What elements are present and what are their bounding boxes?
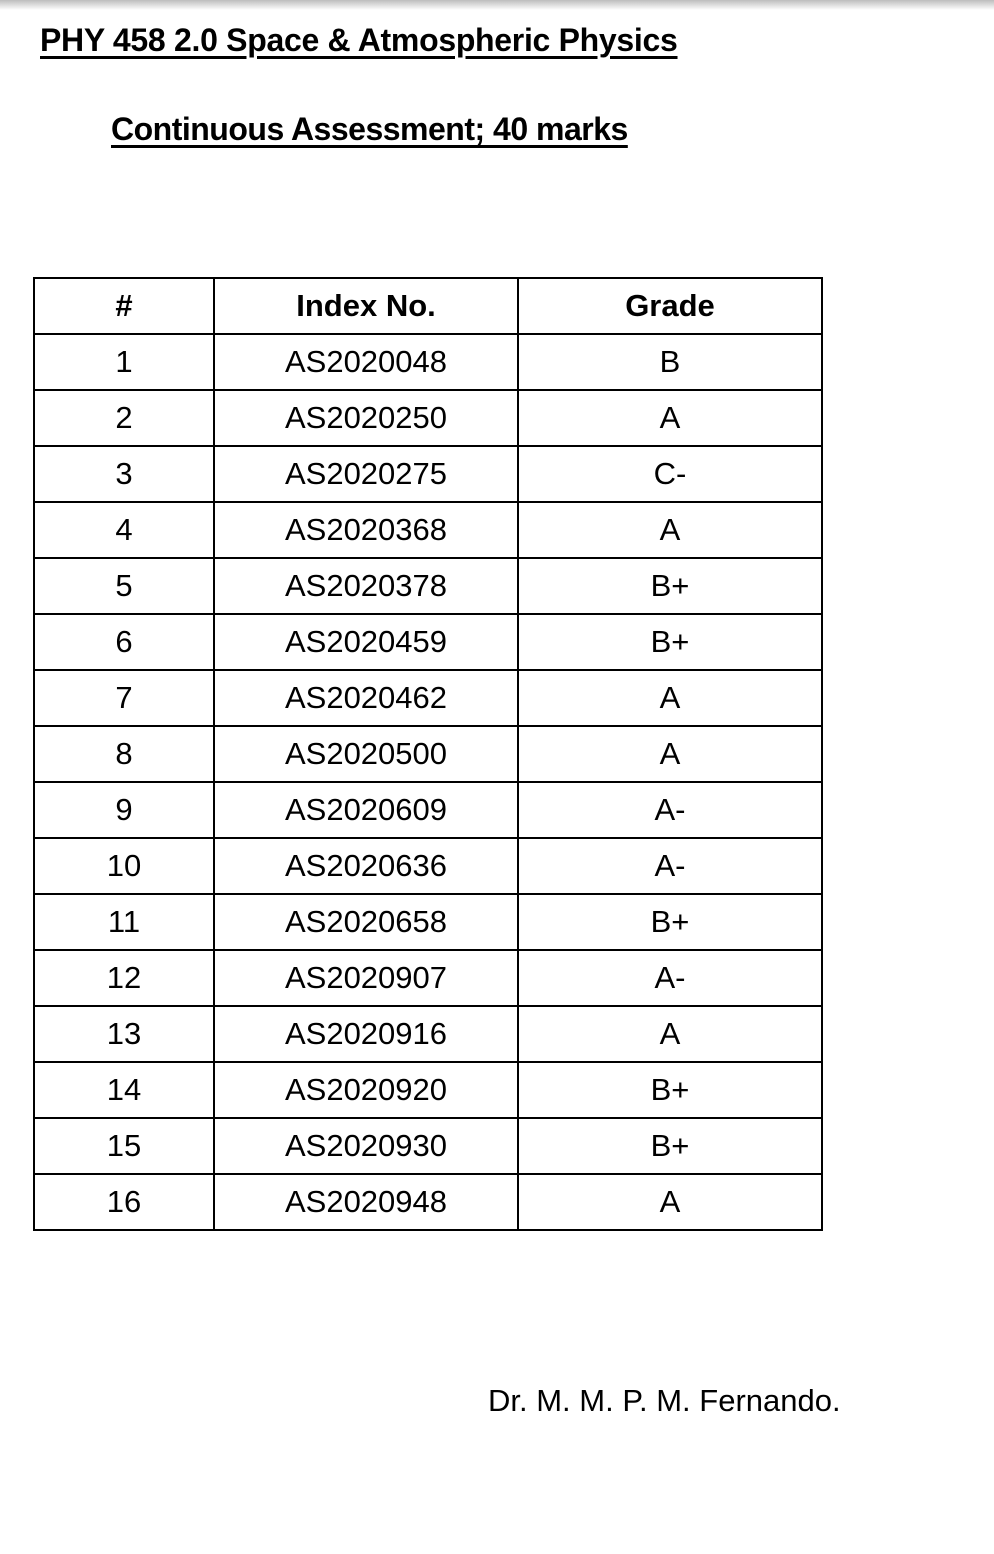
row-number: 6 [33, 613, 215, 671]
row-number: 1 [33, 333, 215, 391]
header-grade: Grade [517, 277, 823, 335]
index-no: AS2020275 [213, 445, 519, 503]
grade: A- [517, 837, 823, 895]
row-number: 2 [33, 389, 215, 447]
row-number: 13 [33, 1005, 215, 1063]
table-header-row: # Index No. Grade [33, 277, 823, 335]
index-no: AS2020368 [213, 501, 519, 559]
table-row: 1 AS2020048 B [33, 333, 823, 391]
table-row: 12 AS2020907 A- [33, 949, 823, 1007]
index-no: AS2020636 [213, 837, 519, 895]
table-row: 3 AS2020275 C- [33, 445, 823, 503]
row-number: 11 [33, 893, 215, 951]
row-number: 12 [33, 949, 215, 1007]
index-no: AS2020930 [213, 1117, 519, 1175]
table-row: 16 AS2020948 A [33, 1173, 823, 1231]
table-row: 4 AS2020368 A [33, 501, 823, 559]
table-row: 10 AS2020636 A- [33, 837, 823, 895]
grade: B+ [517, 1061, 823, 1119]
grade: B [517, 333, 823, 391]
grade: A [517, 669, 823, 727]
table-row: 8 AS2020500 A [33, 725, 823, 783]
viewer-top-shadow [0, 0, 994, 10]
index-no: AS2020378 [213, 557, 519, 615]
index-no: AS2020250 [213, 389, 519, 447]
table-row: 5 AS2020378 B+ [33, 557, 823, 615]
index-no: AS2020462 [213, 669, 519, 727]
row-number: 3 [33, 445, 215, 503]
grade: B+ [517, 557, 823, 615]
index-no: AS2020916 [213, 1005, 519, 1063]
index-no: AS2020658 [213, 893, 519, 951]
table-row: 15 AS2020930 B+ [33, 1117, 823, 1175]
index-no: AS2020500 [213, 725, 519, 783]
index-no: AS2020048 [213, 333, 519, 391]
row-number: 14 [33, 1061, 215, 1119]
row-number: 16 [33, 1173, 215, 1231]
signature: Dr. M. M. P. M. Fernando. [488, 1383, 841, 1418]
row-number: 10 [33, 837, 215, 895]
grade: A [517, 501, 823, 559]
table-row: 2 AS2020250 A [33, 389, 823, 447]
index-no: AS2020948 [213, 1173, 519, 1231]
index-no: AS2020920 [213, 1061, 519, 1119]
grade: B+ [517, 613, 823, 671]
row-number: 8 [33, 725, 215, 783]
grade: B+ [517, 1117, 823, 1175]
table-row: 9 AS2020609 A- [33, 781, 823, 839]
table-row: 14 AS2020920 B+ [33, 1061, 823, 1119]
document-title: PHY 458 2.0 Space & Atmospheric Physics [40, 22, 678, 58]
header-number: # [33, 277, 215, 335]
header-index-no: Index No. [213, 277, 519, 335]
grade: A [517, 1173, 823, 1231]
row-number: 7 [33, 669, 215, 727]
row-number: 9 [33, 781, 215, 839]
grade: A- [517, 949, 823, 1007]
grade: A [517, 389, 823, 447]
grade: C- [517, 445, 823, 503]
grade: A- [517, 781, 823, 839]
document-subtitle: Continuous Assessment; 40 marks [111, 111, 628, 147]
row-number: 15 [33, 1117, 215, 1175]
grades-table: # Index No. Grade 1 AS2020048 B 2 AS2020250 A… [33, 277, 823, 1231]
grade: A [517, 1005, 823, 1063]
index-no: AS2020459 [213, 613, 519, 671]
index-no: AS2020907 [213, 949, 519, 1007]
table-row: 13 AS2020916 A [33, 1005, 823, 1063]
table-row: 7 AS2020462 A [33, 669, 823, 727]
table-row: 6 AS2020459 B+ [33, 613, 823, 671]
grade: B+ [517, 893, 823, 951]
table-row: 11 AS2020658 B+ [33, 893, 823, 951]
row-number: 4 [33, 501, 215, 559]
row-number: 5 [33, 557, 215, 615]
index-no: AS2020609 [213, 781, 519, 839]
grade: A [517, 725, 823, 783]
